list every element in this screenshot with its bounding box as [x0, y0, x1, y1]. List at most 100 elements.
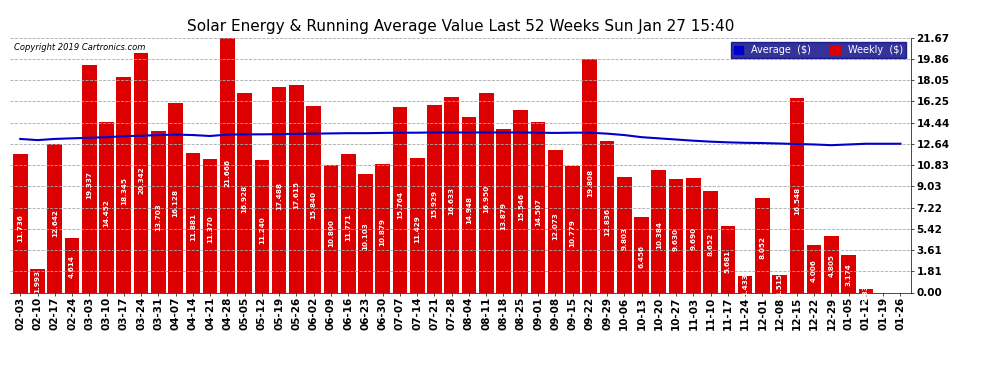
Text: 11.429: 11.429	[414, 215, 420, 243]
Bar	[445, 97, 459, 292]
Bar	[755, 198, 769, 292]
Text: 16.633: 16.633	[448, 186, 454, 214]
Bar	[547, 150, 562, 292]
Text: 15.840: 15.840	[311, 191, 317, 219]
Text: 20.342: 20.342	[138, 166, 145, 194]
Bar	[807, 245, 822, 292]
Text: 8.652: 8.652	[708, 233, 714, 256]
Bar	[168, 103, 183, 292]
Text: 14.507: 14.507	[535, 198, 541, 226]
Bar	[272, 87, 286, 292]
Bar	[600, 141, 615, 292]
Bar	[565, 166, 580, 292]
Text: 5.681: 5.681	[725, 249, 731, 273]
Text: 16.928: 16.928	[242, 185, 248, 213]
Text: 15.929: 15.929	[432, 190, 438, 219]
Text: 8.052: 8.052	[759, 237, 765, 260]
Text: 14.452: 14.452	[104, 199, 110, 226]
Text: 0.332: 0.332	[863, 279, 869, 302]
Text: 19.337: 19.337	[86, 172, 92, 200]
Text: 12.836: 12.836	[604, 207, 610, 236]
Bar	[13, 154, 28, 292]
Text: 14.948: 14.948	[466, 196, 472, 224]
Text: 9.803: 9.803	[622, 227, 628, 250]
Bar	[48, 144, 62, 292]
Text: 11.771: 11.771	[346, 213, 351, 241]
Text: 13.703: 13.703	[155, 203, 161, 231]
Bar	[635, 216, 648, 292]
Bar	[30, 269, 45, 292]
Text: 6.456: 6.456	[639, 245, 644, 268]
Legend: Average  ($), Weekly  ($): Average ($), Weekly ($)	[731, 42, 906, 58]
Bar	[341, 154, 355, 292]
Bar	[393, 107, 407, 292]
Text: 10.800: 10.800	[328, 219, 334, 247]
Bar	[617, 177, 632, 292]
Text: 10.103: 10.103	[362, 223, 368, 251]
Text: 18.345: 18.345	[121, 177, 127, 205]
Text: 4.614: 4.614	[69, 255, 75, 278]
Bar	[289, 85, 304, 292]
Text: 4.805: 4.805	[829, 254, 835, 278]
Bar	[64, 238, 79, 292]
Text: 11.240: 11.240	[258, 216, 265, 244]
Text: 9.630: 9.630	[673, 228, 679, 251]
Bar	[461, 117, 476, 292]
Bar	[651, 170, 666, 292]
Bar	[514, 110, 528, 292]
Text: Copyright 2019 Cartronics.com: Copyright 2019 Cartronics.com	[15, 43, 146, 52]
Bar	[772, 274, 787, 292]
Bar	[117, 76, 131, 292]
Text: 1.515: 1.515	[776, 273, 783, 296]
Text: 16.950: 16.950	[483, 185, 489, 213]
Text: 10.879: 10.879	[380, 218, 386, 246]
Bar	[410, 158, 425, 292]
Text: 17.615: 17.615	[293, 181, 299, 209]
Text: 16.548: 16.548	[794, 187, 800, 215]
Bar	[790, 98, 804, 292]
Bar	[151, 131, 165, 292]
Text: 17.488: 17.488	[276, 182, 282, 210]
Bar	[842, 255, 856, 292]
Bar	[686, 178, 701, 292]
Bar	[703, 191, 718, 292]
Text: 11.736: 11.736	[17, 214, 23, 242]
Bar	[134, 53, 148, 292]
Bar	[496, 129, 511, 292]
Text: 16.128: 16.128	[172, 189, 178, 217]
Bar	[358, 174, 373, 292]
Text: 13.879: 13.879	[501, 202, 507, 230]
Text: 10.384: 10.384	[655, 221, 662, 249]
Bar	[669, 179, 683, 292]
Bar	[858, 289, 873, 292]
Text: 12.073: 12.073	[552, 212, 558, 240]
Bar	[427, 105, 442, 292]
Bar	[99, 122, 114, 292]
Bar	[254, 160, 269, 292]
Text: 12.642: 12.642	[51, 209, 57, 237]
Text: 11.370: 11.370	[207, 216, 213, 243]
Title: Solar Energy & Running Average Value Last 52 Weeks Sun Jan 27 15:40: Solar Energy & Running Average Value Las…	[187, 18, 734, 33]
Text: 1.433: 1.433	[742, 273, 748, 296]
Bar	[721, 226, 736, 292]
Bar	[738, 276, 752, 292]
Bar	[582, 59, 597, 292]
Text: 21.666: 21.666	[225, 159, 231, 187]
Text: 9.690: 9.690	[690, 227, 696, 251]
Bar	[82, 65, 97, 292]
Text: 3.174: 3.174	[845, 264, 851, 286]
Text: 15.764: 15.764	[397, 191, 403, 219]
Text: 4.006: 4.006	[811, 259, 817, 282]
Text: 15.546: 15.546	[518, 192, 524, 220]
Bar	[238, 93, 251, 292]
Text: 11.881: 11.881	[190, 213, 196, 241]
Text: 10.779: 10.779	[569, 219, 575, 247]
Bar	[375, 165, 390, 292]
Text: 19.808: 19.808	[587, 169, 593, 197]
Bar	[185, 153, 200, 292]
Bar	[306, 106, 321, 292]
Bar	[203, 159, 218, 292]
Bar	[531, 122, 545, 292]
Bar	[479, 93, 494, 292]
Text: 1.993: 1.993	[35, 270, 41, 293]
